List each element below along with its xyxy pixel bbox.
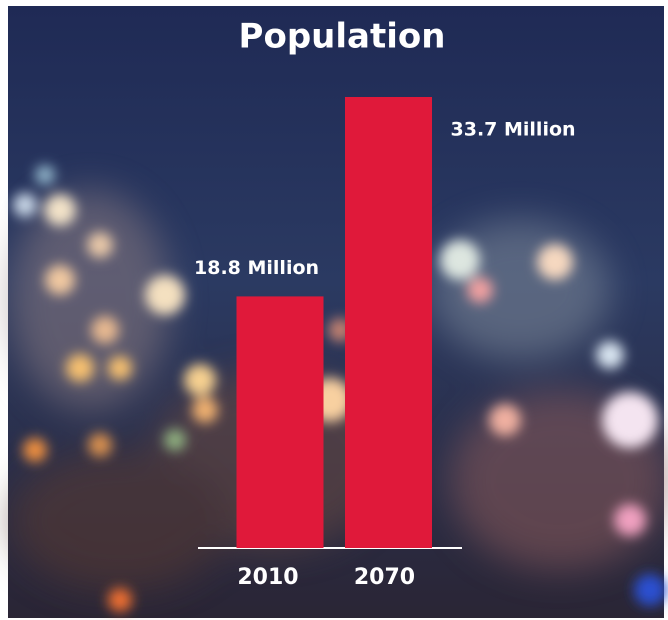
- value-label: 18.8 Million: [194, 257, 319, 279]
- value-label: 33.7 Million: [451, 119, 576, 141]
- bar: [345, 97, 432, 548]
- chart-title: Population: [239, 17, 446, 57]
- x-tick-label: 2010: [237, 565, 298, 590]
- x-tick-label: 2070: [354, 565, 415, 590]
- bar: [236, 296, 324, 548]
- bokeh: [10, 165, 668, 612]
